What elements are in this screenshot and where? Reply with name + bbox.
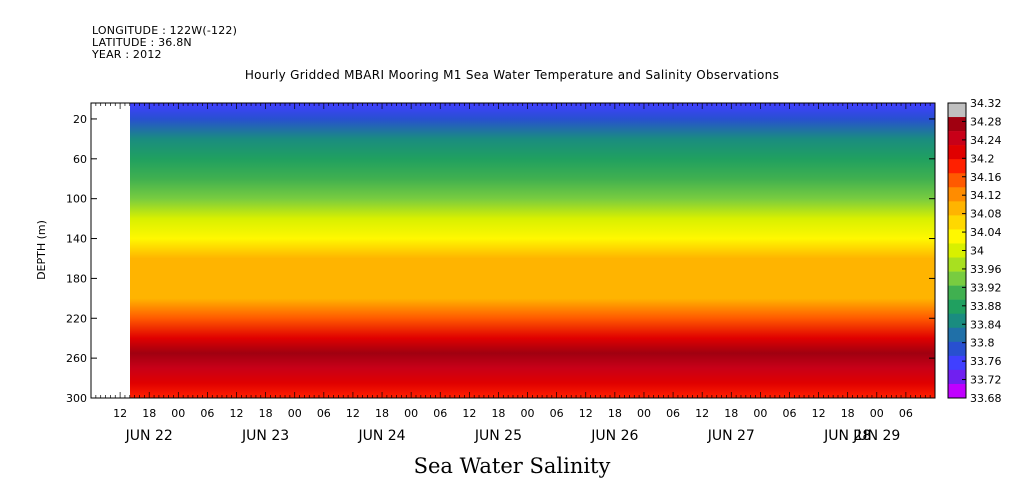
colorbar-swatch: [948, 383, 966, 399]
year-label: YEAR : 2012: [92, 48, 162, 61]
x-day-label: JUN 25: [474, 428, 522, 444]
colorbar-swatch: [948, 369, 966, 385]
x-tick-label: 18: [841, 407, 855, 420]
colorbar-label: 34.12: [970, 189, 1002, 202]
y-tick-label: 300: [66, 392, 87, 405]
colorbar-swatch: [948, 257, 966, 272]
colorbar-swatch: [948, 131, 966, 146]
y-tick-label: 60: [73, 153, 87, 166]
x-day-label: JUN 24: [357, 428, 405, 444]
colorbar-label: 33.84: [970, 318, 1002, 331]
x-tick-label: 18: [724, 407, 738, 420]
colorbar-swatch: [948, 145, 966, 160]
x-tick-label: 12: [695, 407, 709, 420]
colorbar-swatch: [948, 117, 966, 132]
x-tick-label: 00: [171, 407, 185, 420]
x-tick-label: 12: [579, 407, 593, 420]
x-day-label: JUN 26: [590, 428, 638, 444]
y-tick-label: 100: [66, 193, 87, 206]
colorbar-label: 33.88: [970, 300, 1002, 313]
colorbar-label: 34: [970, 245, 984, 258]
x-tick-label: 12: [812, 407, 826, 420]
x-day-label: JUN 28: [823, 428, 871, 444]
colorbar-swatch: [948, 341, 966, 357]
x-tick-label: 06: [782, 407, 796, 420]
x-tick-label: 12: [113, 407, 127, 420]
colorbar-label: 34.16: [970, 171, 1002, 184]
colorbar-label: 34.04: [970, 226, 1002, 239]
colorbar-label: 34.24: [970, 134, 1002, 147]
x-tick-label: 18: [375, 407, 389, 420]
colorbar-swatch: [948, 173, 966, 188]
colorbar-label: 34.28: [970, 115, 1002, 128]
latitude-label: LATITUDE : 36.8N: [92, 36, 192, 49]
x-tick-label: 06: [317, 407, 331, 420]
x-day-label: JUN 29: [852, 428, 900, 444]
colorbar-swatch: [948, 229, 966, 244]
colorbar-label: 33.68: [970, 392, 1002, 405]
x-day-label: JUN 27: [707, 428, 755, 444]
colorbar-label: 33.72: [970, 374, 1002, 387]
colorbar-swatch: [948, 271, 966, 286]
plot-frame: [90, 102, 936, 399]
colorbar-swatch: [948, 285, 966, 300]
x-tick-label: 00: [637, 407, 651, 420]
colorbar-swatch: [948, 299, 966, 315]
colorbar-swatch: [948, 327, 966, 343]
x-tick-label: 06: [666, 407, 680, 420]
colorbar-label: 33.76: [970, 355, 1002, 368]
x-tick-label: 18: [142, 407, 156, 420]
chart-title: Hourly Gridded MBARI Mooring M1 Sea Wate…: [244, 68, 780, 82]
y-tick-label: 260: [66, 352, 87, 365]
x-tick-label: 18: [608, 407, 622, 420]
colorbar-label: 33.92: [970, 281, 1002, 294]
x-tick-label: 00: [288, 407, 302, 420]
salinity-field: [130, 103, 935, 398]
colorbar-label: 34.08: [970, 208, 1002, 221]
x-tick-label: 06: [899, 407, 913, 420]
colorbar-label: 34.32: [970, 97, 1002, 110]
colorbar-label: 33.96: [970, 263, 1002, 276]
x-tick-label: 12: [346, 407, 360, 420]
y-axis-title: DEPTH (m): [35, 220, 48, 280]
x-tick-label: 12: [230, 407, 244, 420]
x-tick-label: 00: [521, 407, 535, 420]
x-tick-label: 06: [433, 407, 447, 420]
longitude-label: LONGITUDE : 122W(-122): [92, 24, 238, 37]
colorbar-swatch: [948, 313, 966, 329]
y-tick-label: 140: [66, 233, 87, 246]
x-day-label: JUN 23: [241, 428, 289, 444]
colorbar-swatch: [948, 243, 966, 258]
x-axis-title: Sea Water Salinity: [413, 454, 611, 478]
y-tick-label: 220: [66, 312, 87, 325]
colorbar-swatch: [948, 215, 966, 230]
x-day-label: JUN 22: [125, 428, 173, 444]
colorbar-swatch: [948, 187, 966, 202]
x-tick-label: 06: [200, 407, 214, 420]
x-tick-label: 12: [462, 407, 476, 420]
y-tick-label: 180: [66, 272, 87, 285]
x-tick-label: 00: [870, 407, 884, 420]
colorbar-swatch: [948, 103, 966, 118]
colorbar-swatch: [948, 159, 966, 174]
x-tick-label: 06: [550, 407, 564, 420]
colorbar-label: 34.2: [970, 152, 995, 165]
y-tick-label: 20: [73, 113, 87, 126]
colorbar-swatch: [948, 201, 966, 216]
x-tick-label: 18: [259, 407, 273, 420]
x-tick-label: 00: [753, 407, 767, 420]
x-tick-label: 18: [491, 407, 505, 420]
colorbar-label: 33.8: [970, 337, 995, 350]
colorbar: 34.32 34.28 34.24 34.2 34.16 34.12 34.08 34.04 3…: [947, 97, 1002, 405]
x-tick-label: 00: [404, 407, 418, 420]
colorbar-swatch: [948, 355, 966, 371]
